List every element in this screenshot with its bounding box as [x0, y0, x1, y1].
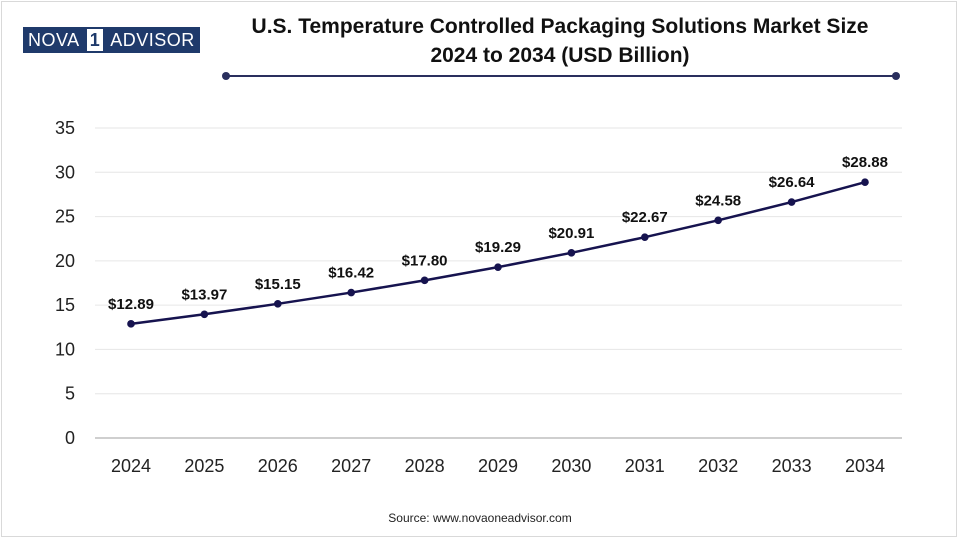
data-point-2031: [641, 233, 649, 242]
x-tick-label-2034: 2034: [845, 456, 885, 476]
data-label-2029: $19.29: [475, 239, 521, 256]
x-axis: 2024 2025 2026 2027 2028 2029 2030 2031 2032 2033…: [95, 437, 902, 476]
x-tick-label-2031: 2031: [625, 456, 665, 476]
source-note: Source: www.novaoneadvisor.com: [388, 511, 572, 525]
gridlines: [95, 127, 902, 395]
data-point-2033: [787, 198, 796, 206]
data-point-2032: [714, 216, 722, 225]
y-axis: 0 5 10 15 20 25 30 35: [55, 118, 75, 448]
y-tick-label-25: 25: [55, 207, 75, 227]
data-label-2024: $12.89: [108, 296, 154, 313]
logo-text-advisor: ADVISOR: [105, 27, 200, 53]
chart-title-line-1: U.S. Temperature Controlled Packaging So…: [251, 15, 869, 38]
data-point-2026: [274, 300, 282, 308]
y-tick-label-20: 20: [55, 251, 75, 271]
data-point-2029: [494, 263, 502, 271]
data-point-2030: [567, 248, 576, 257]
data-label-2031: $22.67: [622, 209, 668, 226]
x-tick-label-2028: 2028: [405, 456, 445, 476]
data-label-2030: $20.91: [548, 225, 594, 242]
title-rule-dot-left: [222, 72, 230, 80]
data-point-2028: [420, 276, 429, 285]
data-point-2025: [200, 310, 209, 319]
y-tick-label-5: 5: [65, 384, 75, 404]
data-label-2027: $16.42: [328, 265, 374, 282]
data-label-2026: $15.15: [255, 276, 301, 293]
y-tick-label-10: 10: [55, 339, 75, 359]
x-tick-label-2029: 2029: [478, 456, 518, 476]
x-tick-label-2025: 2025: [184, 456, 224, 476]
data-label-2028: $17.80: [402, 252, 448, 269]
x-tick-label-2026: 2026: [258, 456, 298, 476]
data-label-2034: $28.88: [842, 154, 888, 171]
title-rule: [222, 72, 900, 80]
data-label-2032: $24.58: [695, 192, 741, 209]
title-rule-dot-right: [892, 72, 900, 80]
y-tick-label-15: 15: [55, 295, 75, 315]
y-tick-label-35: 35: [55, 118, 75, 138]
x-tick-label-2030: 2030: [551, 456, 591, 476]
chart-title-line-2: 2024 to 2034 (USD Billion): [430, 44, 690, 67]
data-labels: $12.89 $13.97 $15.15 $16.42 $17.80 $19.29 $20.…: [108, 154, 888, 313]
x-tick-label-2033: 2033: [772, 456, 812, 476]
data-point-2024: [127, 320, 135, 328]
data-label-2025: $13.97: [181, 286, 227, 303]
data-label-2033: $26.64: [769, 174, 816, 191]
y-tick-label-30: 30: [55, 162, 75, 182]
chart-title: U.S. Temperature Controlled Packaging So…: [200, 12, 920, 70]
logo-text-one: 1: [84, 27, 106, 53]
x-tick-label-2032: 2032: [698, 456, 738, 476]
y-tick-label-0: 0: [65, 428, 75, 448]
data-point-2027: [347, 288, 356, 297]
logo-text-nova: NOVA: [23, 27, 85, 53]
x-tick-label-2027: 2027: [331, 456, 371, 476]
novaone-advisor-logo: NOVA 1 ADVISOR: [23, 27, 200, 53]
x-tick-label-2024: 2024: [111, 456, 151, 476]
data-point-2034: [861, 178, 869, 187]
series-market-size: [127, 178, 869, 328]
